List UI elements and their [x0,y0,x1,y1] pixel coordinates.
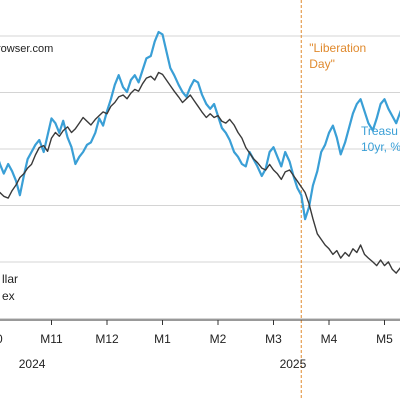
x-tick-label: M12 [95,332,119,346]
series-label-line: 10yr, % [361,140,400,154]
x-tick-label: 10 [0,332,3,346]
series-label-line: Treasu [361,124,398,138]
x-tick-label: M11 [40,332,63,346]
annotation-line: Day" [309,57,335,71]
series-label-line: llar [2,272,18,286]
series-label-treasury: Treasu 10yr, % [361,124,400,154]
grid-lines [0,35,400,319]
series-label-line: ex [2,289,15,303]
series-lines [0,30,400,274]
x-year-label: 2025 [280,357,307,371]
series-line-dollar [0,71,400,274]
x-axis: 10 M11 M12 M1 M2 M3 M4 M5 2024 2025 [0,319,400,371]
x-tick-label: M5 [376,332,393,346]
x-tick-label: M3 [265,332,282,346]
series-line-treasury [0,30,400,221]
series-label-dollar: llar ex [2,272,18,303]
x-year-label: 2024 [19,357,46,371]
x-tick-label: M4 [321,332,338,346]
x-tick-label: M1 [154,332,171,346]
source-credit: rowser.com [0,43,53,55]
annotation-label: "Liberation Day" [309,41,366,71]
x-tick-label: M2 [210,332,227,346]
chart-labels: rowser.com "Liberation Day" Treasu 10yr, % l… [0,41,400,303]
annotation-line: "Liberation [309,41,366,55]
